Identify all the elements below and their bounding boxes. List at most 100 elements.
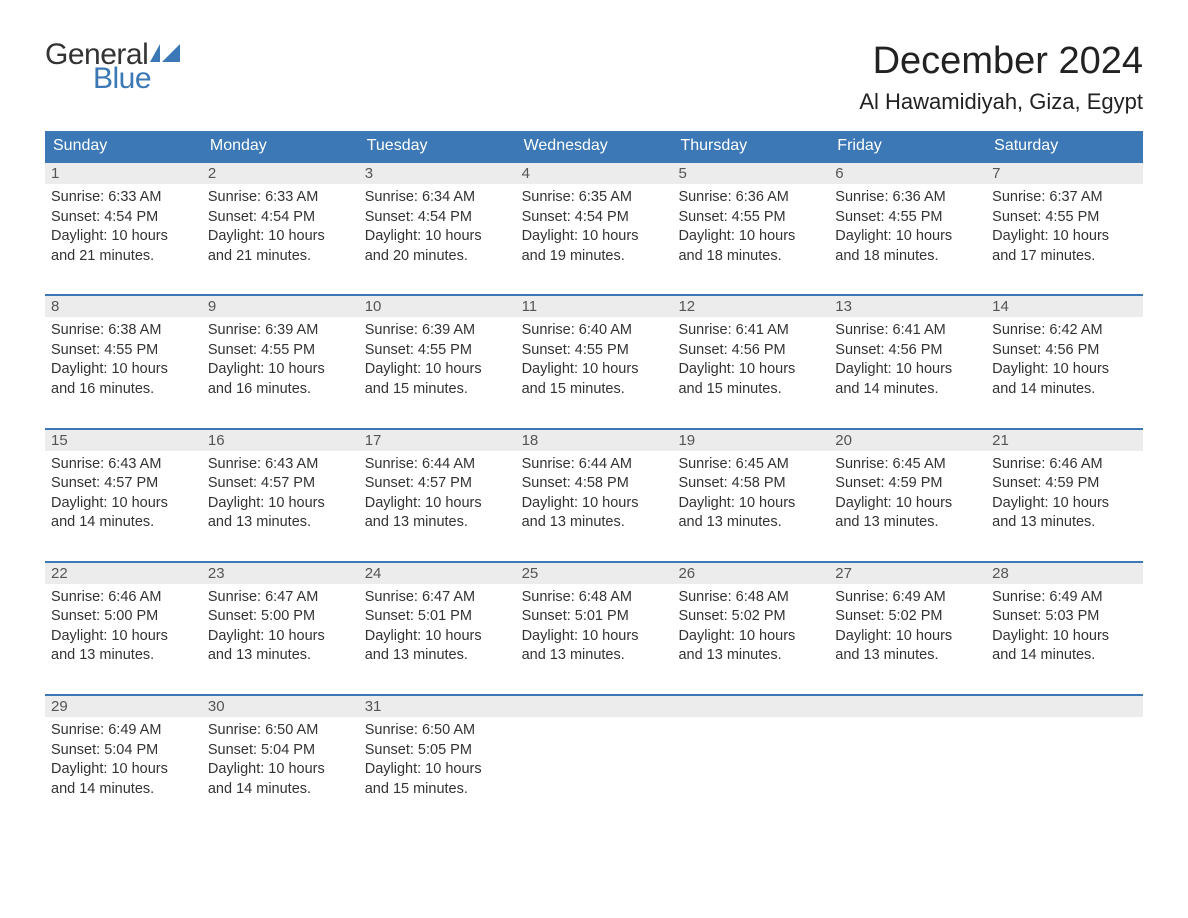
day-body	[516, 717, 673, 725]
day-cell: 25Sunrise: 6:48 AMSunset: 5:01 PMDayligh…	[516, 563, 673, 670]
day-cell: 13Sunrise: 6:41 AMSunset: 4:56 PMDayligh…	[829, 296, 986, 403]
day-number: 31	[359, 696, 516, 717]
day-number: 2	[202, 163, 359, 184]
day-body: Sunrise: 6:49 AMSunset: 5:04 PMDaylight:…	[45, 717, 202, 803]
day-number: 28	[986, 563, 1143, 584]
day-body: Sunrise: 6:44 AMSunset: 4:58 PMDaylight:…	[516, 451, 673, 537]
day-cell: 23Sunrise: 6:47 AMSunset: 5:00 PMDayligh…	[202, 563, 359, 670]
day-number	[986, 696, 1143, 717]
day-body: Sunrise: 6:40 AMSunset: 4:55 PMDaylight:…	[516, 317, 673, 403]
day-cell: 28Sunrise: 6:49 AMSunset: 5:03 PMDayligh…	[986, 563, 1143, 670]
day-body: Sunrise: 6:46 AMSunset: 4:59 PMDaylight:…	[986, 451, 1143, 537]
week-row: 15Sunrise: 6:43 AMSunset: 4:57 PMDayligh…	[45, 428, 1143, 537]
day-body: Sunrise: 6:39 AMSunset: 4:55 PMDaylight:…	[202, 317, 359, 403]
day-body: Sunrise: 6:45 AMSunset: 4:59 PMDaylight:…	[829, 451, 986, 537]
day-cell: 3Sunrise: 6:34 AMSunset: 4:54 PMDaylight…	[359, 163, 516, 270]
day-number: 14	[986, 296, 1143, 317]
day-body: Sunrise: 6:36 AMSunset: 4:55 PMDaylight:…	[829, 184, 986, 270]
day-cell: 12Sunrise: 6:41 AMSunset: 4:56 PMDayligh…	[672, 296, 829, 403]
day-body: Sunrise: 6:50 AMSunset: 5:05 PMDaylight:…	[359, 717, 516, 803]
day-cell: 5Sunrise: 6:36 AMSunset: 4:55 PMDaylight…	[672, 163, 829, 270]
day-cell: 22Sunrise: 6:46 AMSunset: 5:00 PMDayligh…	[45, 563, 202, 670]
day-number: 13	[829, 296, 986, 317]
day-number	[516, 696, 673, 717]
day-cell: 4Sunrise: 6:35 AMSunset: 4:54 PMDaylight…	[516, 163, 673, 270]
day-body: Sunrise: 6:49 AMSunset: 5:02 PMDaylight:…	[829, 584, 986, 670]
day-body: Sunrise: 6:37 AMSunset: 4:55 PMDaylight:…	[986, 184, 1143, 270]
day-number: 5	[672, 163, 829, 184]
day-cell: 16Sunrise: 6:43 AMSunset: 4:57 PMDayligh…	[202, 430, 359, 537]
day-body: Sunrise: 6:44 AMSunset: 4:57 PMDaylight:…	[359, 451, 516, 537]
day-body: Sunrise: 6:47 AMSunset: 5:00 PMDaylight:…	[202, 584, 359, 670]
day-number: 8	[45, 296, 202, 317]
day-body: Sunrise: 6:43 AMSunset: 4:57 PMDaylight:…	[45, 451, 202, 537]
day-header-cell: Saturday	[986, 131, 1143, 161]
day-cell: 20Sunrise: 6:45 AMSunset: 4:59 PMDayligh…	[829, 430, 986, 537]
day-cell: 27Sunrise: 6:49 AMSunset: 5:02 PMDayligh…	[829, 563, 986, 670]
header: General Blue December 2024 Al Hawamidiya…	[45, 40, 1143, 125]
day-cell: 14Sunrise: 6:42 AMSunset: 4:56 PMDayligh…	[986, 296, 1143, 403]
day-cell: 30Sunrise: 6:50 AMSunset: 5:04 PMDayligh…	[202, 696, 359, 803]
day-body: Sunrise: 6:49 AMSunset: 5:03 PMDaylight:…	[986, 584, 1143, 670]
day-number: 11	[516, 296, 673, 317]
day-header-row: SundayMondayTuesdayWednesdayThursdayFrid…	[45, 131, 1143, 161]
day-body: Sunrise: 6:50 AMSunset: 5:04 PMDaylight:…	[202, 717, 359, 803]
day-header-cell: Friday	[829, 131, 986, 161]
day-number: 16	[202, 430, 359, 451]
day-header-cell: Tuesday	[359, 131, 516, 161]
day-number: 12	[672, 296, 829, 317]
day-cell: 24Sunrise: 6:47 AMSunset: 5:01 PMDayligh…	[359, 563, 516, 670]
day-number: 18	[516, 430, 673, 451]
day-number	[829, 696, 986, 717]
day-body: Sunrise: 6:36 AMSunset: 4:55 PMDaylight:…	[672, 184, 829, 270]
day-header-cell: Monday	[202, 131, 359, 161]
day-number: 7	[986, 163, 1143, 184]
logo-text-blue: Blue	[93, 64, 180, 94]
day-body: Sunrise: 6:39 AMSunset: 4:55 PMDaylight:…	[359, 317, 516, 403]
day-number: 29	[45, 696, 202, 717]
day-cell: 15Sunrise: 6:43 AMSunset: 4:57 PMDayligh…	[45, 430, 202, 537]
day-cell: 18Sunrise: 6:44 AMSunset: 4:58 PMDayligh…	[516, 430, 673, 537]
day-number: 19	[672, 430, 829, 451]
day-number: 9	[202, 296, 359, 317]
day-number: 25	[516, 563, 673, 584]
day-number: 1	[45, 163, 202, 184]
location: Al Hawamidiyah, Giza, Egypt	[859, 89, 1143, 115]
day-cell: 2Sunrise: 6:33 AMSunset: 4:54 PMDaylight…	[202, 163, 359, 270]
day-body	[986, 717, 1143, 725]
day-body: Sunrise: 6:34 AMSunset: 4:54 PMDaylight:…	[359, 184, 516, 270]
day-body	[829, 717, 986, 725]
day-body: Sunrise: 6:41 AMSunset: 4:56 PMDaylight:…	[672, 317, 829, 403]
week-row: 8Sunrise: 6:38 AMSunset: 4:55 PMDaylight…	[45, 294, 1143, 403]
day-body: Sunrise: 6:45 AMSunset: 4:58 PMDaylight:…	[672, 451, 829, 537]
day-number: 15	[45, 430, 202, 451]
day-body: Sunrise: 6:41 AMSunset: 4:56 PMDaylight:…	[829, 317, 986, 403]
day-cell: 19Sunrise: 6:45 AMSunset: 4:58 PMDayligh…	[672, 430, 829, 537]
day-cell: 11Sunrise: 6:40 AMSunset: 4:55 PMDayligh…	[516, 296, 673, 403]
logo: General Blue	[45, 40, 180, 94]
day-cell: 26Sunrise: 6:48 AMSunset: 5:02 PMDayligh…	[672, 563, 829, 670]
page-title: December 2024	[859, 40, 1143, 83]
day-number: 27	[829, 563, 986, 584]
day-cell	[516, 696, 673, 803]
week-row: 22Sunrise: 6:46 AMSunset: 5:00 PMDayligh…	[45, 561, 1143, 670]
day-body: Sunrise: 6:48 AMSunset: 5:01 PMDaylight:…	[516, 584, 673, 670]
day-number: 3	[359, 163, 516, 184]
week-row: 1Sunrise: 6:33 AMSunset: 4:54 PMDaylight…	[45, 161, 1143, 270]
day-cell: 17Sunrise: 6:44 AMSunset: 4:57 PMDayligh…	[359, 430, 516, 537]
day-body: Sunrise: 6:46 AMSunset: 5:00 PMDaylight:…	[45, 584, 202, 670]
day-cell: 8Sunrise: 6:38 AMSunset: 4:55 PMDaylight…	[45, 296, 202, 403]
day-number: 10	[359, 296, 516, 317]
day-cell: 31Sunrise: 6:50 AMSunset: 5:05 PMDayligh…	[359, 696, 516, 803]
logo-flag-icon	[150, 44, 180, 66]
day-body: Sunrise: 6:33 AMSunset: 4:54 PMDaylight:…	[45, 184, 202, 270]
day-cell: 9Sunrise: 6:39 AMSunset: 4:55 PMDaylight…	[202, 296, 359, 403]
day-cell: 6Sunrise: 6:36 AMSunset: 4:55 PMDaylight…	[829, 163, 986, 270]
day-cell: 7Sunrise: 6:37 AMSunset: 4:55 PMDaylight…	[986, 163, 1143, 270]
title-block: December 2024 Al Hawamidiyah, Giza, Egyp…	[859, 40, 1143, 125]
day-number: 26	[672, 563, 829, 584]
day-cell: 1Sunrise: 6:33 AMSunset: 4:54 PMDaylight…	[45, 163, 202, 270]
day-cell: 10Sunrise: 6:39 AMSunset: 4:55 PMDayligh…	[359, 296, 516, 403]
day-body: Sunrise: 6:48 AMSunset: 5:02 PMDaylight:…	[672, 584, 829, 670]
day-number: 17	[359, 430, 516, 451]
